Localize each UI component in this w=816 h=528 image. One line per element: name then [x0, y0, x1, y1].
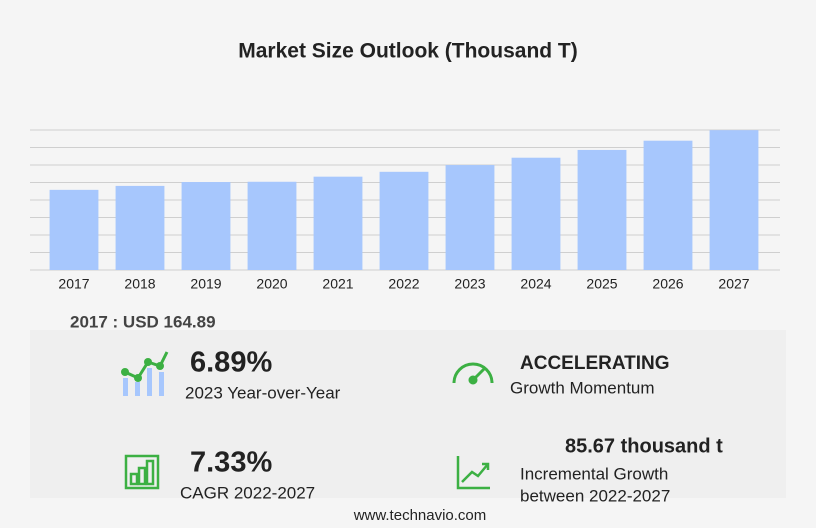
bar: [379, 171, 429, 270]
bar: [709, 130, 759, 270]
icon-gauge: [452, 362, 494, 385]
bar: [49, 189, 99, 270]
x-tick-label: 2024: [520, 276, 551, 292]
bar: [247, 181, 297, 270]
stat-value: 6.89%: [190, 347, 272, 379]
bar: [511, 157, 561, 270]
x-tick-label: 2025: [586, 276, 617, 292]
bar: [643, 140, 693, 270]
bar: [115, 185, 165, 270]
stat-value: ACCELERATING: [520, 353, 670, 374]
icon-incremental: [456, 456, 490, 490]
x-tick-label: 2026: [652, 276, 683, 292]
icon-yoy: [121, 351, 169, 396]
stat-label: 2023 Year-over-Year: [185, 383, 341, 402]
stat-label: between 2022-2027: [520, 486, 670, 505]
bar: [445, 165, 495, 270]
x-tick-label: 2021: [322, 276, 353, 292]
x-tick-label: 2017: [58, 276, 89, 292]
stat-label: Incremental Growth: [520, 464, 668, 483]
bar: [577, 149, 627, 270]
x-tick-label: 2018: [124, 276, 155, 292]
stat-label: Growth Momentum: [510, 378, 655, 397]
x-tick-label: 2020: [256, 276, 287, 292]
stat-value: 7.33%: [190, 447, 272, 479]
x-tick-label: 2022: [388, 276, 419, 292]
x-tick-label: 2023: [454, 276, 485, 292]
x-tick-label: 2027: [718, 276, 749, 292]
x-tick-label: 2019: [190, 276, 221, 292]
bar: [181, 182, 231, 270]
summary-panel: [30, 330, 786, 498]
chart-title: Market Size Outlook (Thousand T): [238, 40, 578, 63]
stat-value: 85.67 thousand t: [565, 435, 723, 457]
base-label: 2017 : USD 164.89: [70, 312, 216, 331]
bar: [313, 176, 363, 270]
stat-label: CAGR 2022-2027: [180, 483, 315, 502]
footer: www.technavio.com: [353, 507, 487, 524]
icon-cagr: [124, 454, 160, 490]
